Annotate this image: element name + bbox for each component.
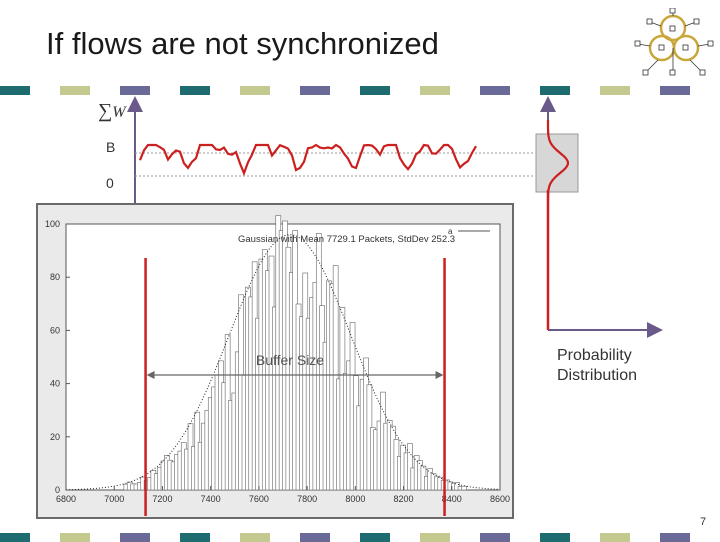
histogram-bar — [407, 443, 413, 491]
network-logo-icon — [634, 8, 714, 76]
x-tick-label: 7800 — [297, 494, 317, 504]
probability-distribution-label: Probability Distribution — [557, 346, 637, 386]
x-tick-label: 8200 — [394, 494, 414, 504]
buffer-arrow-left-head — [146, 371, 155, 379]
histogram-bar — [461, 485, 467, 491]
prob-label-line1: Probability — [557, 347, 632, 364]
x-tick-label: 7600 — [249, 494, 269, 504]
buffer-arrow-right-head — [435, 371, 444, 379]
sum-w-label: ∑W — [98, 100, 126, 122]
buffer-size-label: Buffer Size — [256, 352, 324, 368]
x-tick-label: 7400 — [201, 494, 221, 504]
prob-label-line2: Distribution — [557, 367, 638, 384]
top-color-strip — [0, 86, 720, 95]
slide-title: If flows are not synchronized — [46, 26, 439, 61]
x-tick-label: 7000 — [104, 494, 124, 504]
x-tick-label: 8000 — [345, 494, 365, 504]
y-tick-label: 60 — [50, 325, 60, 335]
page-number: 7 — [700, 516, 707, 528]
legend-text: Gaussian with Mean 7729.1 Packets, StdDe… — [238, 234, 455, 245]
y-tick-label: 40 — [50, 379, 60, 389]
prob-highlight-box — [535, 133, 579, 193]
x-tick-label: 8400 — [442, 494, 462, 504]
y-tick-label: 20 — [50, 432, 60, 442]
window-sum-trace — [138, 143, 477, 177]
y-tick-label: 100 — [45, 219, 60, 229]
bottom-color-strip — [0, 533, 720, 542]
y-tick-label: 0 — [55, 485, 60, 495]
y-tick-label: 80 — [50, 272, 60, 282]
legend-mark: a — [448, 227, 453, 236]
x-tick-label: 8600 — [490, 494, 510, 504]
zero-label: 0 — [106, 175, 114, 191]
histogram-bar — [332, 265, 339, 491]
x-tick-label: 6800 — [56, 494, 76, 504]
b-label: B — [106, 139, 116, 155]
x-tick-label: 7200 — [152, 494, 172, 504]
prob-distribution-curve — [546, 120, 569, 200]
